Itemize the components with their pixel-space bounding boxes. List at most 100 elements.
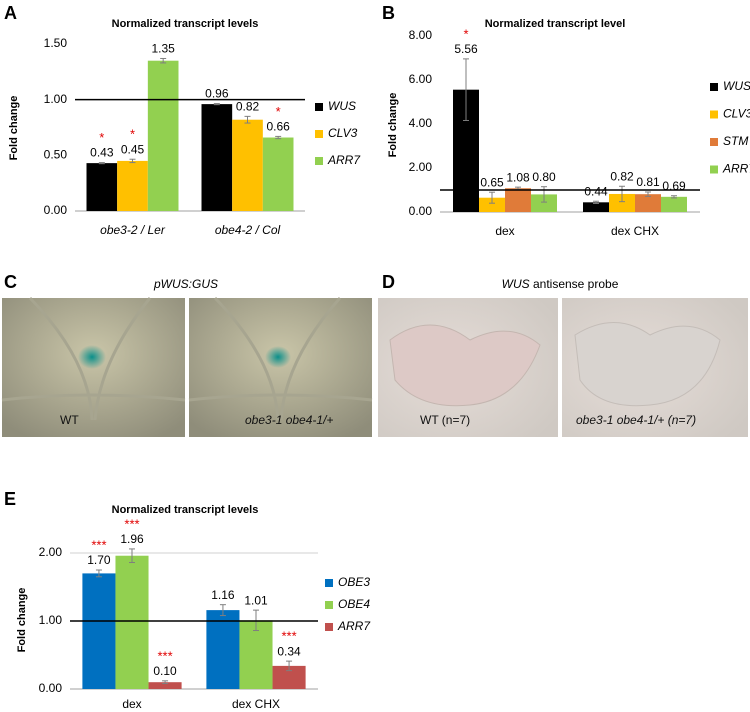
legend-label: OBE4 (338, 597, 370, 611)
value-label: 1.01 (244, 593, 268, 607)
legend-swatch (710, 165, 718, 174)
legend-label: CLV3 (723, 107, 750, 121)
photo-texture (188, 296, 373, 421)
caption: obe3-1 obe4-1/+ (245, 413, 333, 427)
chart-title: Normalized transcript level (485, 18, 626, 30)
panel-title: pWUS:GUS (153, 277, 218, 291)
legend-swatch (315, 157, 323, 165)
error-bar (244, 115, 251, 124)
y-axis-label: Fold change (387, 93, 399, 158)
error-bar (160, 57, 167, 64)
error-bar (95, 569, 102, 578)
legend-label: STM (723, 134, 748, 148)
significance-marker: * (463, 26, 468, 41)
panel-letter: B (382, 3, 395, 23)
x-tick-label: obe3-2 / Ler (100, 223, 166, 237)
bar (479, 197, 505, 212)
error-bar (129, 548, 135, 564)
value-label: 0.82 (236, 100, 260, 114)
error-bar (275, 135, 282, 140)
error-bar (593, 200, 599, 204)
panel-letter: E (4, 489, 16, 509)
error-bar (219, 604, 226, 617)
legend-label: CLV3 (328, 126, 358, 140)
value-label: 0.66 (266, 120, 290, 134)
bar (635, 194, 661, 212)
y-tick-label: 0.00 (44, 203, 68, 217)
value-label: 1.35 (151, 42, 175, 56)
value-label: 0.65 (480, 175, 504, 189)
error-bar (129, 158, 136, 164)
photo-texture (574, 322, 721, 407)
caption: WT (n=7) (420, 413, 470, 427)
value-label: 0.69 (662, 179, 686, 193)
title-part: antisense probe (533, 277, 619, 291)
legend-label: WUS (723, 79, 750, 93)
y-tick-label: 2.00 (39, 545, 63, 559)
value-label: 0.45 (121, 142, 145, 156)
bar (239, 620, 273, 689)
legend-label: OBE3 (338, 575, 370, 589)
legend-swatch (315, 130, 323, 138)
value-label: 1.08 (506, 170, 530, 184)
value-label: 1.96 (120, 532, 144, 546)
value-label: 0.82 (610, 169, 634, 183)
bar (115, 555, 149, 689)
legend-swatch (710, 83, 718, 91)
x-tick-label: obe4-2 / Col (215, 223, 281, 237)
error-bar (463, 58, 469, 121)
bar (117, 160, 148, 211)
y-tick-label: 2.00 (409, 160, 433, 174)
significance-marker: * (99, 130, 104, 145)
value-label: 0.44 (584, 184, 608, 198)
gus-stain (78, 345, 106, 369)
y-tick-label: 1.00 (39, 613, 63, 627)
legend-swatch (315, 103, 323, 111)
legend-label: WUS (328, 99, 356, 113)
value-label: 0.34 (277, 644, 301, 658)
bar (609, 193, 635, 212)
bar (583, 202, 609, 212)
chart-title: Normalized transcript levels (112, 504, 259, 516)
bar (262, 137, 294, 211)
legend-label: ARR7 (327, 153, 361, 167)
caption: WT (60, 413, 79, 427)
bar (206, 610, 240, 689)
legend-swatch (710, 110, 718, 119)
y-tick-label: 4.00 (409, 116, 433, 130)
panel-letter: A (4, 3, 17, 23)
y-tick-label: 8.00 (409, 28, 433, 42)
significance-marker: *** (124, 516, 139, 531)
y-tick-label: 6.00 (409, 72, 433, 86)
value-label: 0.81 (636, 175, 660, 189)
error-bar (645, 191, 651, 197)
chart-title: Normalized transcript levels (112, 18, 259, 30)
legend-label: ARR7 (337, 619, 371, 633)
value-label: 1.16 (211, 588, 235, 602)
x-tick-label: dex CHX (611, 224, 659, 238)
error-bar (619, 185, 625, 203)
panel-title: WUS antisense probe (502, 277, 619, 291)
bar (505, 188, 531, 212)
y-axis-label: Fold change (16, 588, 28, 653)
x-tick-label: dex (122, 697, 141, 711)
bar (82, 573, 116, 689)
caption: obe3-1 obe4-1/+ (n=7) (576, 413, 696, 427)
photo-texture (1, 296, 186, 421)
bar (232, 119, 263, 211)
bar (86, 163, 118, 211)
bar (147, 60, 179, 212)
value-label: 5.56 (454, 42, 478, 56)
bar (661, 196, 687, 212)
legend-swatch (325, 623, 333, 631)
bar (531, 194, 557, 212)
error-bar (671, 195, 677, 199)
y-axis-label: Fold change (8, 96, 20, 161)
error-bar (162, 680, 169, 685)
y-tick-label: 0.00 (409, 204, 433, 218)
y-tick-label: 1.50 (44, 36, 68, 50)
significance-marker: *** (91, 537, 106, 552)
legend-swatch (325, 601, 333, 609)
bar (272, 665, 306, 689)
legend-swatch (710, 138, 718, 146)
